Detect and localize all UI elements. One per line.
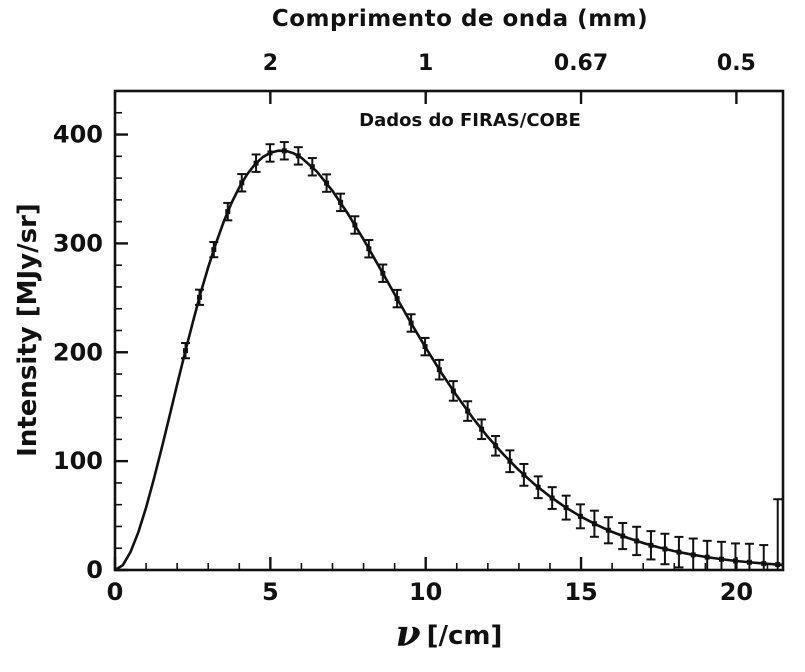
plot-frame (113, 89, 785, 572)
data-point (197, 294, 203, 300)
svg-text:5: 5 (262, 578, 279, 606)
svg-text:0: 0 (107, 578, 124, 606)
data-point (634, 538, 640, 544)
data-point (281, 148, 287, 154)
data-points (183, 148, 781, 568)
data-point (746, 559, 752, 565)
data-point (761, 561, 767, 567)
svg-text:0.5: 0.5 (717, 51, 756, 76)
data-point (563, 505, 569, 511)
svg-text:1: 1 (418, 51, 433, 76)
data-point (549, 495, 555, 501)
error-bars (181, 141, 783, 570)
data-point (295, 153, 301, 159)
data-point (535, 484, 541, 490)
data-point (732, 558, 738, 564)
data-point (465, 408, 471, 414)
data-point (577, 513, 583, 519)
svg-text:0: 0 (86, 556, 103, 584)
data-point (380, 270, 386, 276)
svg-text:300: 300 (53, 229, 103, 257)
data-point (436, 367, 442, 373)
data-point (324, 180, 330, 186)
data-point (676, 549, 682, 555)
data-point (775, 562, 781, 568)
data-point (267, 150, 273, 156)
data-point (408, 320, 414, 326)
data-point (211, 247, 217, 253)
data-point (605, 527, 611, 533)
data-point (253, 160, 259, 166)
data-point (338, 199, 344, 205)
spectrum-curve (114, 149, 784, 572)
svg-text:400: 400 (53, 121, 103, 149)
svg-text:2: 2 (263, 51, 278, 76)
data-point (662, 546, 668, 552)
data-point (507, 458, 513, 464)
nu-symbol: ν (395, 613, 421, 655)
data-point (620, 533, 626, 539)
svg-text:15: 15 (564, 578, 597, 606)
x-axis-unit: [/cm] (426, 621, 503, 651)
data-point (352, 222, 358, 228)
data-point (521, 472, 527, 478)
svg-text:200: 200 (53, 338, 103, 366)
top-axis-title: Comprimento de onda (mm) (271, 6, 649, 32)
data-point (450, 388, 456, 394)
axes (113, 89, 785, 572)
svg-text:10: 10 (409, 578, 442, 606)
data-point (718, 556, 724, 562)
data-point (648, 542, 654, 548)
data-point (479, 426, 485, 432)
svg-text:0.67: 0.67 (554, 51, 608, 76)
data-point (591, 521, 597, 527)
data-point (690, 552, 696, 558)
x-axis-title: ν [/cm] (396, 616, 503, 652)
svg-text:20: 20 (720, 578, 753, 606)
blackbody-curve (114, 149, 784, 572)
data-point (225, 209, 231, 215)
data-point (704, 554, 710, 560)
data-point (493, 443, 499, 449)
data-point (394, 296, 400, 302)
chart-annotation: Dados do FIRAS/COBE (359, 110, 581, 131)
data-point (183, 348, 189, 354)
data-point (239, 180, 245, 186)
data-point (366, 246, 372, 252)
data-point (422, 344, 428, 350)
data-point (309, 164, 315, 170)
y-axis-title: Intensity [MJy/sr] (13, 203, 43, 457)
svg-text:100: 100 (53, 447, 103, 475)
